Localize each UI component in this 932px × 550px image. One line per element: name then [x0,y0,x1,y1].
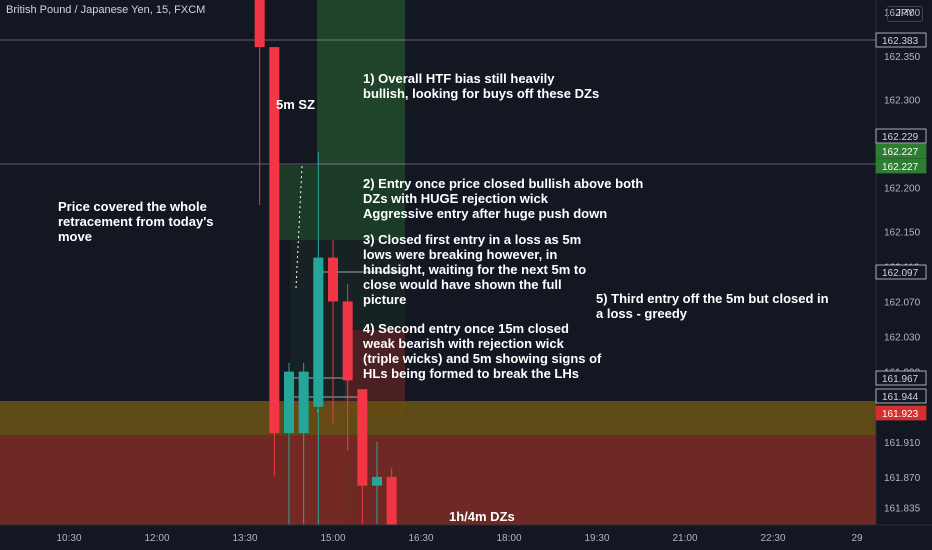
y-tick-label: 162.400 [884,8,921,19]
price-label-box [875,388,927,404]
candle-body [357,389,368,486]
candle-body [342,301,353,381]
price-label-box [875,264,927,280]
candle-body [284,371,294,434]
y-tick-label: 162.300 [884,96,921,107]
note-5: 5) Third entry off the 5m but closed in … [596,291,829,321]
x-tick-label: 18:00 [496,533,521,544]
x-tick-label: 15:00 [320,533,345,544]
price-label-box [875,32,927,48]
entry-zone-green [275,165,405,240]
y-tick-label: 162.350 [884,52,921,63]
y-tick-label: 162.030 [884,333,921,344]
stop-loss-zone [345,330,405,415]
price-label-box [875,158,927,174]
demand-zone-upper [0,401,876,435]
candles-group [254,0,397,550]
price-label: 162.097 [882,268,919,279]
y-tick-label: 162.150 [884,227,921,238]
note-4: 4) Second entry once 15m closed weak bea… [363,321,602,381]
price-label-box [875,370,927,386]
y-tick-label: 162.070 [884,297,921,308]
candle-body [372,476,382,486]
x-tick-label: 19:30 [584,533,609,544]
candle-body [269,47,280,434]
candle-body [313,257,324,407]
price-label: 161.967 [882,374,919,385]
price-axis [876,0,932,525]
x-ticks-group: 10:30 12:00 13:30 15:00 16:30 18:00 19:30 21:00… [56,533,863,544]
symbol-title[interactable]: British Pound / Japanese Yen, 15, FXCM [6,4,206,16]
note-left: Price covered the whole retracement from… [58,199,214,244]
currency-selector[interactable]: JPY [887,6,923,22]
price-label: 162.229 [882,132,919,143]
price-label-box [875,128,927,144]
note-3: 3) Closed first entry in a loss as 5m lo… [363,232,587,307]
y-tick-label: 161.910 [884,438,921,449]
price-label: 161.923 [882,409,919,420]
price-label: 162.227 [882,162,919,173]
x-tick-label: 16:30 [408,533,433,544]
price-labels-group: 162.383 162.229 162.227 162.227 162.097 161.9… [875,32,927,421]
price-label-box [875,143,927,159]
note-1: 1) Overall HTF bias still heavily bullis… [363,71,600,101]
candle-body [298,371,309,434]
x-tick-label: 12:00 [144,533,169,544]
y-tick-label: 161.870 [884,473,921,484]
take-profit-zone [317,0,405,165]
sz-label: 5m SZ [276,97,316,112]
x-tick-label: 22:30 [760,533,785,544]
x-tick-label: 13:30 [232,533,257,544]
candle-body [328,257,338,302]
x-tick-label: 21:00 [672,533,697,544]
price-label: 161.944 [882,392,919,403]
dz-label: 1h/4m DZs [449,509,515,524]
x-tick-label: 29 [851,533,863,544]
x-tick-label: 10:30 [56,533,81,544]
time-axis [0,525,932,550]
candle-body [386,476,397,548]
dashed-arrow-up [295,165,303,289]
price-label-box [875,405,927,421]
price-label: 162.383 [882,36,919,47]
y-tick-label: 161.835 [884,504,921,515]
note-2: 2) Entry once price closed bullish above… [363,176,644,221]
price-label: 162.227 [882,147,919,158]
candle-body [254,0,265,48]
demand-zone-lower [0,435,876,525]
y-tick-label: 162.200 [884,183,921,194]
